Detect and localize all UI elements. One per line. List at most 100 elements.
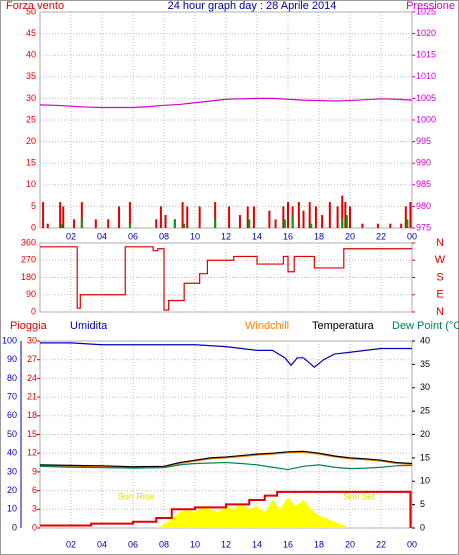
y2-tick-label: 1015 (416, 50, 436, 60)
x-tick-label: 00 (407, 539, 417, 549)
x-tick-label: 22 (376, 539, 386, 549)
y2-axis-label: Pressione (406, 0, 455, 12)
chart-title: 24 hour graph day : 28 Aprile 2014 (168, 0, 337, 12)
wind-bar (73, 219, 76, 228)
x-tick-label: 16 (283, 539, 293, 549)
line (39, 461, 413, 471)
wind-bar (155, 219, 158, 228)
wind-bar (310, 223, 313, 228)
y3-tick-label: 18 (27, 410, 37, 420)
y2-tick-label: 15 (420, 452, 430, 462)
wind-bar (94, 219, 97, 228)
line (39, 97, 413, 109)
y2-tick-label: 980 (416, 201, 431, 211)
wind-bar (345, 215, 348, 228)
y-tick-label: 45 (26, 28, 36, 38)
wind-bar (321, 215, 324, 228)
y-tick-label: 100 (2, 335, 17, 345)
line (40, 490, 412, 528)
y-tick-label: 35 (26, 71, 36, 81)
wind-bar (80, 219, 83, 228)
y-tick-label: 50 (7, 429, 17, 439)
y3-tick-label: 3 (32, 504, 37, 514)
legend-entry: Dew Point (°C (392, 320, 459, 332)
y2-tick-label: 5 (420, 499, 425, 509)
y-tick-label: 40 (26, 50, 36, 60)
y2-tick-label: 0 (420, 522, 425, 532)
wind-bar (268, 210, 271, 228)
y-tick-label: 30 (7, 466, 17, 476)
y3-tick-label: 15 (27, 429, 37, 439)
y2-tick-label: 1000 (416, 114, 436, 124)
legend-entry: Umidita (70, 320, 108, 332)
wind-bar (283, 219, 286, 228)
wind-bar (183, 223, 186, 228)
x-tick-label: 02 (66, 231, 76, 241)
y2-tick-label: 1005 (416, 93, 436, 103)
wind-bar (228, 206, 231, 228)
y3-tick-label: 27 (27, 354, 37, 364)
wind-bar (308, 202, 311, 228)
y-tick-label: 70 (7, 391, 17, 401)
wind-bar (107, 219, 110, 228)
x-tick-label: 18 (314, 539, 324, 549)
y-tick-label: 0 (31, 306, 36, 316)
wind-bar (291, 215, 294, 228)
wind-bar (361, 223, 364, 228)
y2-tick-label: 20 (420, 429, 430, 439)
wind-bar (349, 206, 351, 228)
x-tick-label: 02 (66, 539, 76, 549)
wind-bar (252, 206, 255, 228)
wind-bar (314, 206, 317, 228)
wind-bar (214, 202, 217, 228)
y-tick-label: 60 (7, 410, 17, 420)
wind-bar (42, 202, 45, 228)
x-tick-label: 14 (252, 539, 262, 549)
wind-bar (302, 210, 305, 228)
x-tick-label: 22 (376, 231, 386, 241)
legend-entry: Windchill (245, 320, 289, 332)
y-tick-label: 270 (21, 255, 36, 265)
line (40, 246, 412, 311)
y2-tick-label: 1025 (416, 6, 436, 16)
y-tick-label: 0 (12, 522, 17, 532)
x-tick-label: 20 (345, 231, 355, 241)
y-tick-label: 20 (26, 136, 36, 146)
y2-tick-label: 990 (416, 158, 431, 168)
y-tick-label: 80 (7, 373, 17, 383)
wind-bar (274, 219, 277, 228)
y3-tick-label: 12 (27, 448, 37, 458)
wind-bar (341, 195, 344, 228)
y2-tick-label: 985 (416, 179, 431, 189)
wind-bar (328, 202, 331, 228)
y3-tick-label: 24 (27, 373, 37, 383)
annotation: Sun Set (343, 491, 376, 501)
y-tick-label: 30 (26, 93, 36, 103)
x-tick-label: 00 (407, 231, 417, 241)
wind-bar (128, 202, 131, 228)
y2-tick-label: 30 (420, 382, 430, 392)
wind-bar (238, 215, 241, 228)
y-axis-label: Forza vento (6, 0, 64, 12)
wind-bar (409, 202, 412, 228)
wind-bar (186, 206, 189, 228)
y-tick-label: 25 (26, 114, 36, 124)
line (39, 450, 413, 468)
annotation: Sun Rise (118, 491, 155, 501)
wind-bar (336, 206, 339, 228)
y3-tick-label: 6 (32, 485, 37, 495)
y2-tick-label: 1010 (416, 71, 436, 81)
y2-tick-label: 995 (416, 136, 431, 146)
wind-bar (400, 223, 403, 228)
y-tick-label: 90 (7, 354, 17, 364)
y-tick-label: 50 (26, 6, 36, 16)
y-tick-label: 180 (21, 272, 36, 282)
wind-bar (341, 219, 344, 228)
wind-bar (59, 202, 62, 228)
wind-bar (46, 223, 49, 228)
y3-tick-label: 0 (32, 522, 37, 532)
wind-bar (62, 206, 65, 228)
y2-tick-label: 35 (420, 359, 430, 369)
x-tick-label: 12 (221, 539, 231, 549)
wind-bar (60, 223, 63, 228)
